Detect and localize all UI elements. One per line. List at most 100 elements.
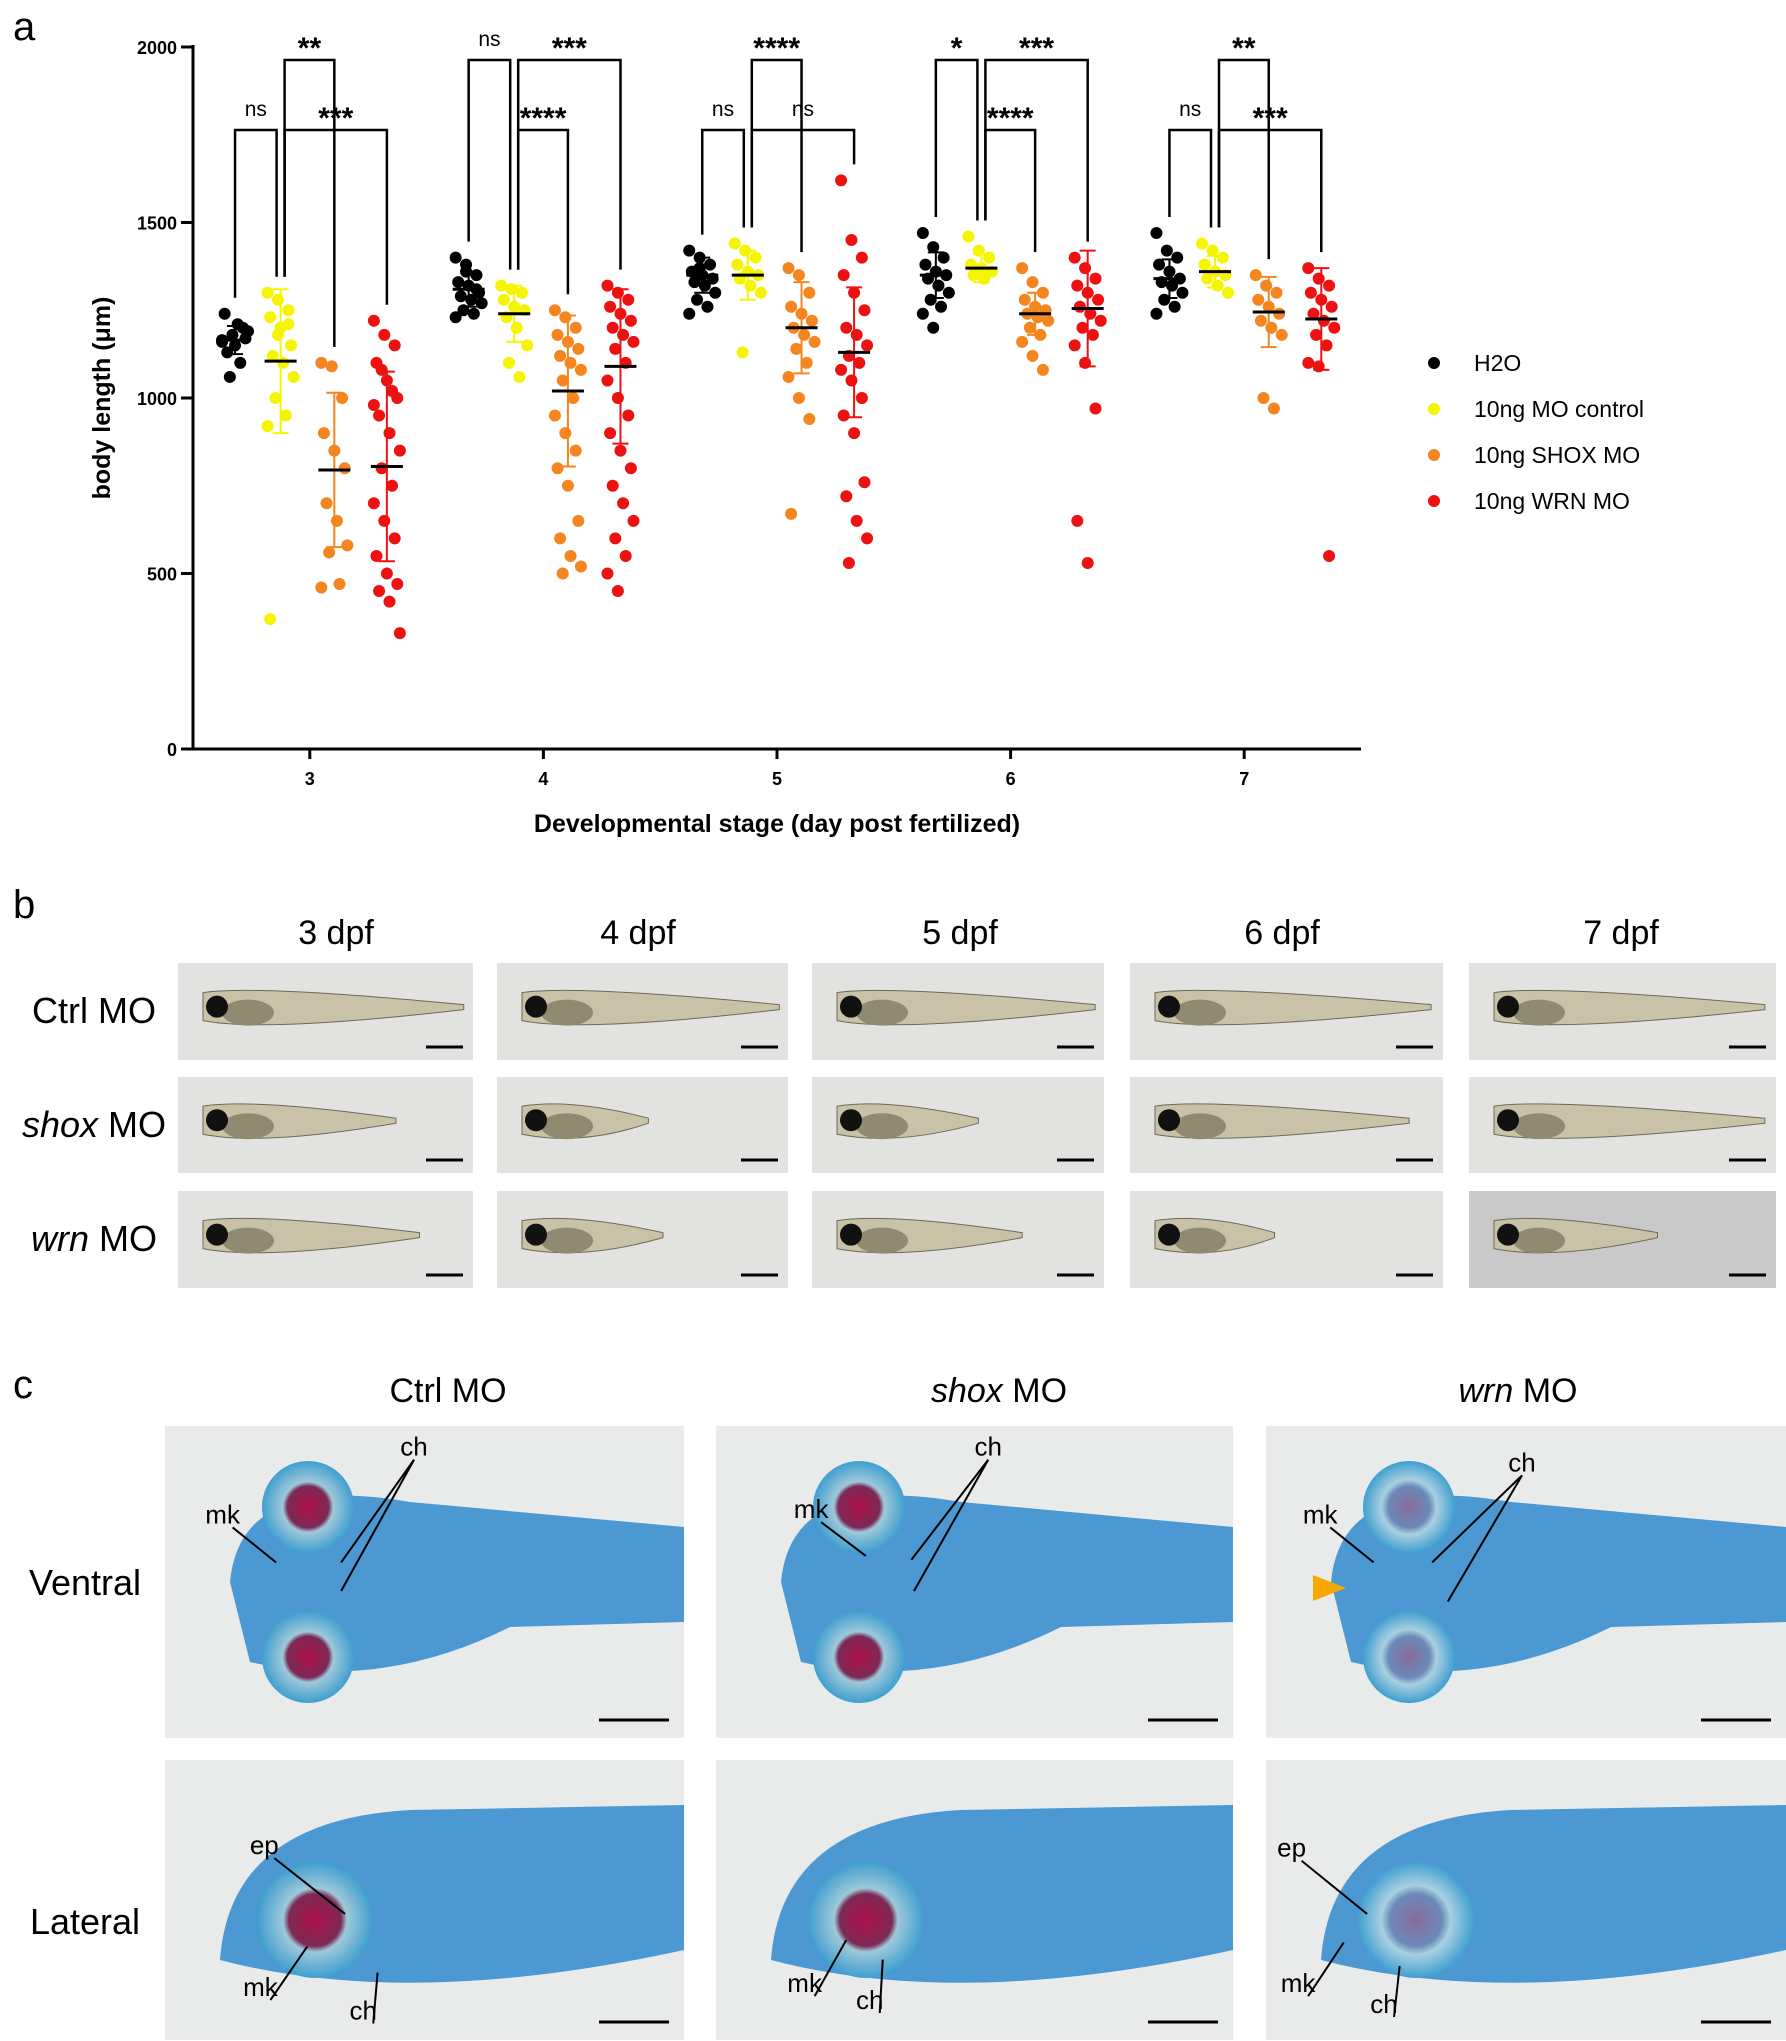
gene-name: shox [22, 1104, 100, 1145]
data-point [1036, 363, 1049, 376]
data-point [1079, 262, 1092, 275]
data-point [840, 490, 853, 503]
data-point [798, 328, 811, 341]
data-point [842, 556, 855, 569]
larva-yolk [856, 1227, 908, 1254]
data-point [835, 174, 848, 187]
significance-label: ** [1232, 32, 1256, 65]
data-point [264, 311, 277, 324]
larva-yolk [1513, 1113, 1565, 1140]
larva-yolk [1174, 1113, 1226, 1140]
data-point [693, 262, 706, 275]
larva-photo [1469, 963, 1776, 1060]
data-point [367, 399, 380, 412]
label-text: Ctrl MO [389, 1372, 506, 1410]
data-point [323, 546, 336, 559]
arrowhead [1313, 1575, 1346, 1601]
data-point [569, 321, 582, 334]
data-point [1076, 321, 1089, 334]
data-point [691, 293, 704, 306]
larva-eye [808, 1862, 924, 1978]
data-point [845, 374, 858, 387]
data-point [1265, 321, 1278, 334]
cartilage-photo [1266, 1760, 1786, 2040]
data-point [551, 462, 564, 475]
data-point [1018, 293, 1031, 306]
significance-bracket [1168, 128, 1213, 228]
significance-label: **** [753, 32, 800, 65]
legend-label: H2O [1474, 350, 1521, 376]
data-point [1302, 356, 1315, 369]
data-point [269, 392, 282, 404]
annotation-label: ch [1508, 1447, 1535, 1477]
data-point [574, 560, 587, 573]
data-point [378, 328, 391, 341]
significance-label: * [951, 32, 963, 65]
significance-bracket [984, 58, 1089, 242]
annotation-label: ch [1370, 1989, 1397, 2019]
larva-yolk [222, 1113, 274, 1140]
larva-eye [840, 1223, 862, 1246]
significance-bracket [750, 128, 856, 228]
data-point [624, 462, 637, 475]
annotation-label: ep [1277, 1833, 1306, 1863]
data-point [315, 581, 328, 594]
data-point [1320, 339, 1333, 352]
data-point [454, 290, 467, 303]
column-title: 4 dpf [600, 914, 676, 952]
larva-eye [525, 1109, 547, 1132]
label-text: MO [108, 1104, 166, 1145]
label-text: MO [1012, 1372, 1067, 1410]
data-point [731, 258, 744, 271]
data-point [261, 286, 274, 299]
data-point [1222, 286, 1234, 299]
data-point [604, 427, 617, 440]
data-point [688, 276, 701, 289]
y-tick-label: 2000 [137, 38, 177, 58]
data-point [559, 427, 572, 440]
data-point [223, 370, 236, 383]
annotation-label: mk [794, 1494, 830, 1524]
data-point [935, 300, 948, 313]
data-point [601, 374, 614, 387]
data-point [1323, 279, 1336, 292]
data-point [567, 392, 580, 404]
larva-yolk [1174, 999, 1226, 1026]
significance-label: *** [318, 102, 353, 135]
data-point [367, 497, 380, 510]
significance-bracket [516, 58, 622, 270]
data-point [840, 321, 853, 334]
data-point [1071, 279, 1084, 292]
larva-eye [840, 995, 862, 1018]
column-title: 3 dpf [298, 914, 374, 952]
larva-eye [206, 995, 228, 1018]
larva-eye [813, 1611, 905, 1703]
data-point [606, 479, 619, 492]
annotation-leader [340, 1459, 415, 1563]
panel-letter: c [13, 1363, 33, 1407]
annotation-leader [273, 1857, 346, 1915]
legend-marker [1428, 449, 1440, 461]
data-point [609, 342, 622, 355]
legend-marker [1428, 495, 1440, 507]
data-point [805, 314, 818, 327]
data-point [564, 549, 577, 562]
data-point [341, 539, 354, 552]
column-title: Ctrl MO [389, 1372, 506, 1410]
larva-yolk [1174, 1227, 1226, 1254]
significance-label: ns [245, 98, 267, 121]
significance-label: *** [1253, 102, 1288, 135]
data-point [373, 585, 386, 598]
larva-yolk [1513, 999, 1565, 1026]
larva-eye [206, 1109, 228, 1132]
data-point [1317, 314, 1330, 327]
data-point [1071, 514, 1084, 527]
data-point [336, 392, 349, 404]
data-point [800, 356, 813, 369]
data-point [622, 409, 635, 422]
larva-eye [1158, 995, 1180, 1018]
data-point [475, 297, 488, 310]
x-tick-label: 5 [772, 769, 782, 789]
legend-label: 10ng WRN MO [1474, 488, 1630, 514]
